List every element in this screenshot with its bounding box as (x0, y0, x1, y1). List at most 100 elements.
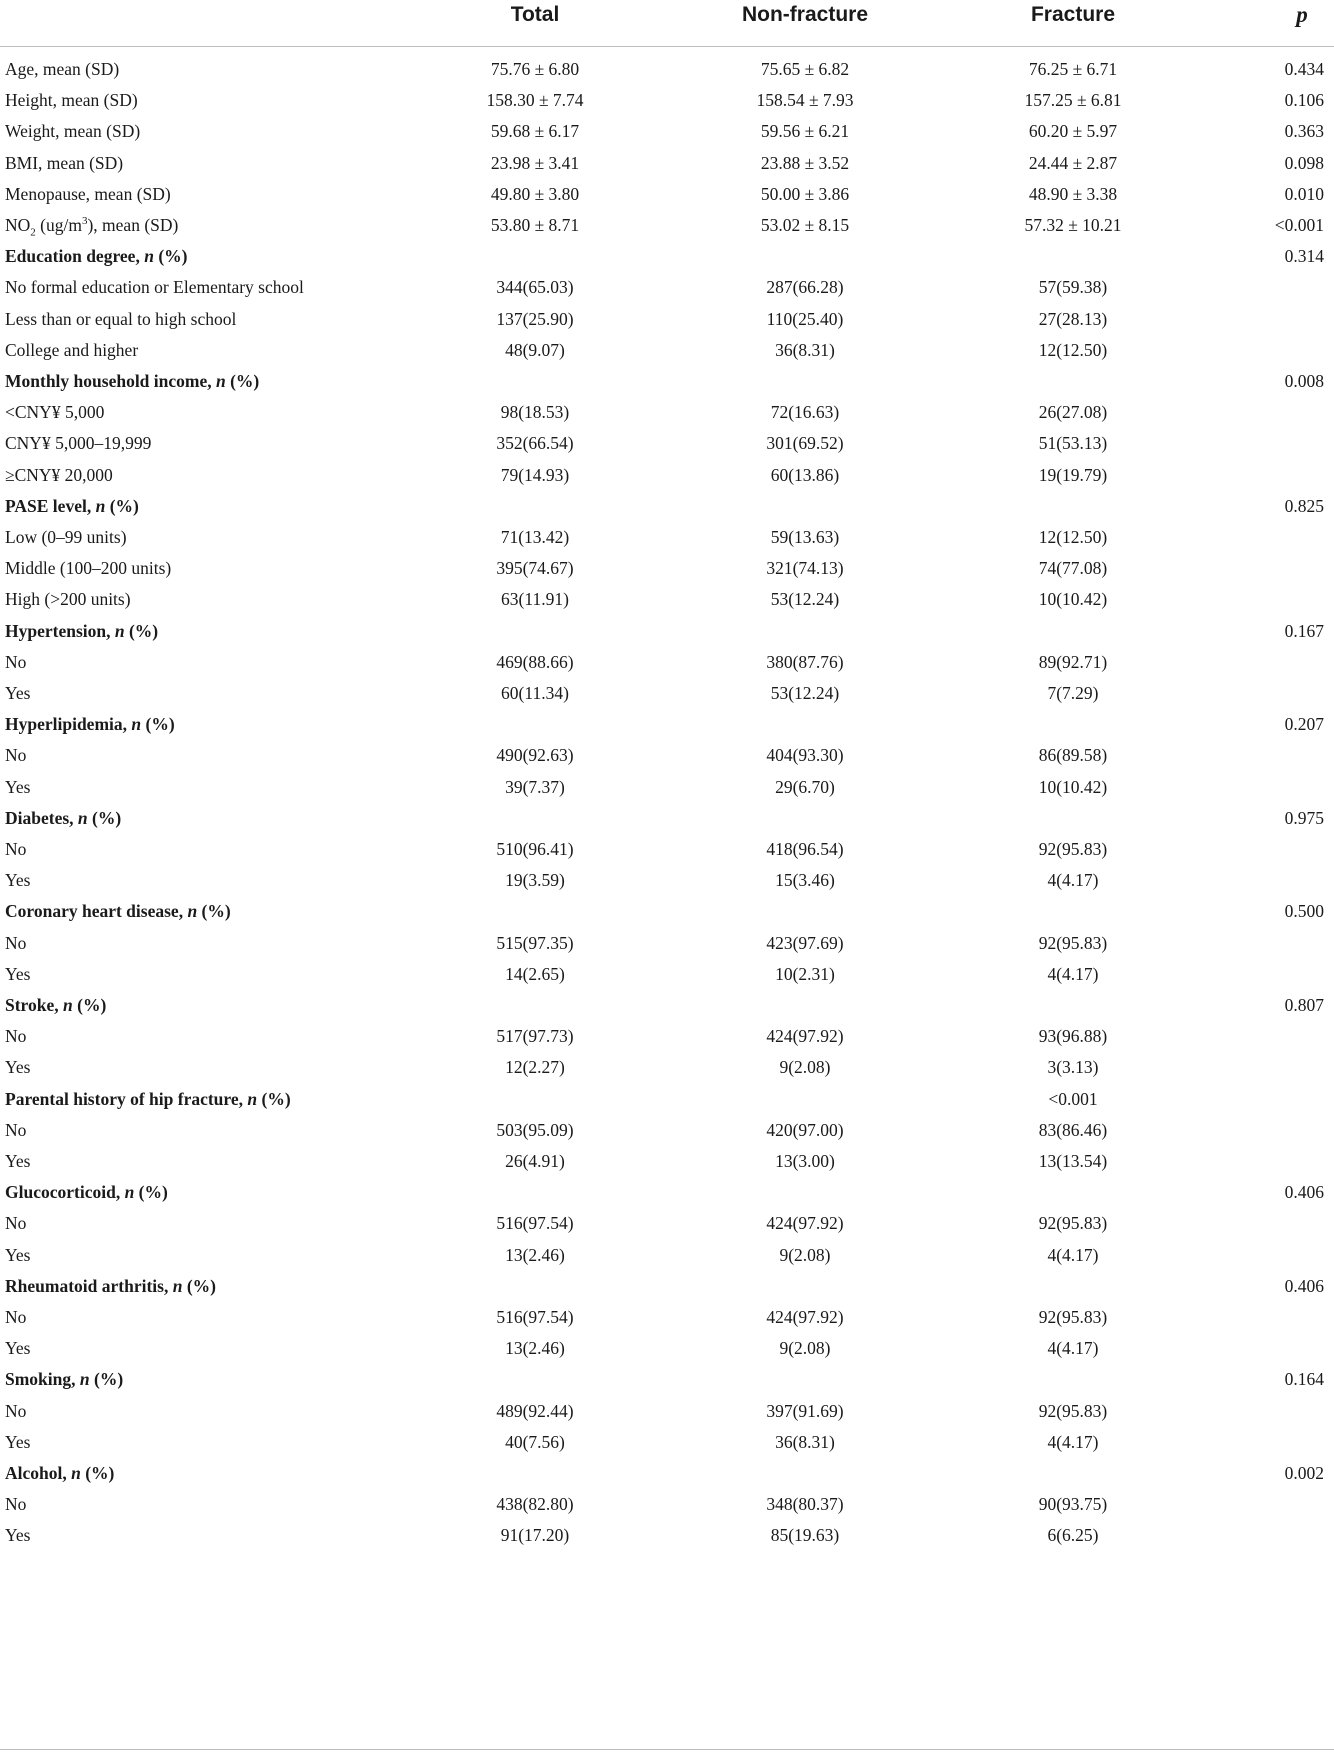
cell-non-fracture: 50.00 ± 3.86 (760, 183, 850, 204)
cell-fracture: <0.001 (1048, 1088, 1098, 1109)
cell-fracture: 24.44 ± 2.87 (1028, 152, 1118, 173)
row-label: Smoking, n (%) (5, 1369, 124, 1390)
cell-non-fracture: 29(6.70) (775, 776, 835, 797)
cell-fracture (973, 364, 1173, 399)
cell-total: 39(7.37) (505, 776, 565, 797)
cell-total (435, 1362, 635, 1397)
table-row: No 489(92.44) 397(91.69) 92(95.83) (0, 1394, 1334, 1429)
cell-p (1220, 1019, 1324, 1054)
row-label: No (5, 839, 27, 859)
cell-total: 98(18.53) (500, 402, 570, 423)
cell-non-fracture: 348(80.37) (766, 1494, 844, 1515)
table-row: Menopause, mean (SD) 49.80 ± 3.80 50.00 ± … (0, 177, 1334, 212)
cell-fracture: 4(4.17) (1047, 1338, 1099, 1359)
section-row: Rheumatoid arthritis, n (%) 0.406 (0, 1269, 1334, 1304)
row-label: No (5, 1494, 27, 1515)
table-row: No 516(97.54) 424(97.92) 92(95.83) (0, 1300, 1334, 1335)
cell-total: 23.98 ± 3.41 (490, 152, 580, 173)
cell-total (435, 239, 635, 274)
row-label: Coronary heart disease, n (%) (5, 901, 231, 922)
table-row: Height, mean (SD) 158.30 ± 7.74 158.54 ± 7… (0, 83, 1334, 118)
cell-p: 0.807 (1284, 995, 1324, 1015)
row-label: Hypertension, n (%) (5, 620, 159, 641)
row-label: Middle (100–200 units) (5, 558, 172, 579)
cell-total: 19(3.59) (505, 870, 565, 891)
section-label: Hyperlipidemia (5, 714, 123, 735)
row-label: <CNY¥ 5,000 (5, 402, 105, 423)
cell-p (1220, 1113, 1324, 1148)
cell-total: 516(97.54) (496, 1213, 574, 1234)
section-label: Diabetes (5, 807, 70, 828)
cell-non-fracture: 287(66.28) (766, 277, 844, 298)
cell-p: 0.010 (1284, 183, 1324, 204)
cell-non-fracture (705, 801, 905, 836)
cell-fracture: 12(12.50) (1038, 339, 1108, 360)
section-label: Education degree (5, 246, 136, 267)
table-row: High (>200 units) 63(11.91) 53(12.24) 10(10… (0, 582, 1334, 617)
section-label: Smoking (5, 1369, 72, 1390)
table-row: Yes 13(2.46) 9(2.08) 4(4.17) (0, 1331, 1334, 1366)
cell-fracture (973, 239, 1173, 274)
cell-fracture (973, 489, 1173, 524)
cell-non-fracture: 404(93.30) (766, 745, 844, 766)
cell-fracture: 86(89.58) (1038, 745, 1108, 766)
cell-p (1220, 1518, 1324, 1553)
section-label: Hypertension (5, 620, 107, 641)
cell-p (1220, 551, 1324, 586)
table-row: Yes 39(7.37) 29(6.70) 10(10.42) (0, 770, 1334, 805)
cell-non-fracture: 424(97.92) (766, 1213, 844, 1234)
section-label: Monthly household income (5, 371, 208, 391)
cell-p (1220, 738, 1324, 773)
row-label: Yes (5, 776, 31, 797)
section-label: Glucocorticoid (5, 1182, 116, 1203)
section-suffix: (%) (80, 1463, 115, 1483)
header-p: p (1296, 2, 1308, 27)
cell-total (435, 988, 635, 1023)
table-row: CNY¥ 5,000–19,999 352(66.54) 301(69.52) 51(… (0, 426, 1334, 461)
section-row: Coronary heart disease, n (%) 0.500 (0, 894, 1334, 929)
cell-fracture: 76.25 ± 6.71 (1028, 59, 1118, 79)
cell-fracture: 10(10.42) (1038, 589, 1108, 610)
row-label: Weight, mean (SD) (5, 121, 141, 142)
row-label: Low (0–99 units) (5, 527, 127, 547)
table-row: Yes 13(2.46) 9(2.08) 4(4.17) (0, 1238, 1334, 1273)
cell-non-fracture: 301(69.52) (766, 433, 844, 454)
cell-p: 0.825 (1284, 495, 1324, 516)
cell-fracture: 27(28.13) (1038, 308, 1108, 329)
cell-non-fracture (705, 1269, 905, 1304)
cell-total (435, 894, 635, 929)
cell-non-fracture (705, 1175, 905, 1210)
row-label: PASE level, n (%) (5, 495, 139, 516)
cell-total: 53.80 ± 8.71 (490, 215, 580, 235)
section-row: PASE level, n (%) 0.825 (0, 489, 1334, 524)
cell-fracture: 4(4.17) (1047, 963, 1099, 984)
section-row: Monthly household income, n (%) 0.008 (0, 364, 1334, 399)
cell-fracture (973, 1456, 1173, 1491)
cell-non-fracture (705, 1082, 905, 1117)
cell-p (1220, 676, 1324, 711)
table-row: Middle (100–200 units) 395(74.67) 321(74.1… (0, 551, 1334, 586)
cell-fracture: 89(92.71) (1038, 651, 1108, 672)
section-label: Stroke (5, 995, 55, 1015)
cell-non-fracture: 380(87.76) (766, 651, 844, 672)
table-row: No 517(97.73) 424(97.92) 93(96.88) (0, 1019, 1334, 1054)
section-suffix: (%) (105, 495, 139, 516)
cell-fracture: 6(6.25) (1047, 1525, 1099, 1546)
cell-p (1220, 1300, 1324, 1335)
row-label: Rheumatoid arthritis, n (%) (5, 1275, 216, 1296)
table-row: Low (0–99 units) 71(13.42) 59(13.63) 12(12.… (0, 520, 1334, 555)
cell-non-fracture: 23.88 ± 3.52 (760, 152, 850, 173)
cell-non-fracture (705, 1362, 905, 1397)
section-row: Stroke, n (%) 0.807 (0, 988, 1334, 1023)
cell-total: 49.80 ± 3.80 (490, 183, 580, 204)
row-label: Parental history of hip fracture, n (%) (5, 1088, 291, 1109)
section-suffix: (%) (72, 995, 107, 1015)
cell-p (1220, 1394, 1324, 1429)
cell-p (1220, 426, 1324, 461)
cell-p: 0.406 (1284, 1275, 1324, 1296)
cell-fracture (973, 988, 1173, 1023)
row-label: Yes (5, 1244, 31, 1265)
section-suffix: (%) (197, 901, 231, 922)
row-label: No (5, 932, 27, 953)
cell-total (435, 1269, 635, 1304)
